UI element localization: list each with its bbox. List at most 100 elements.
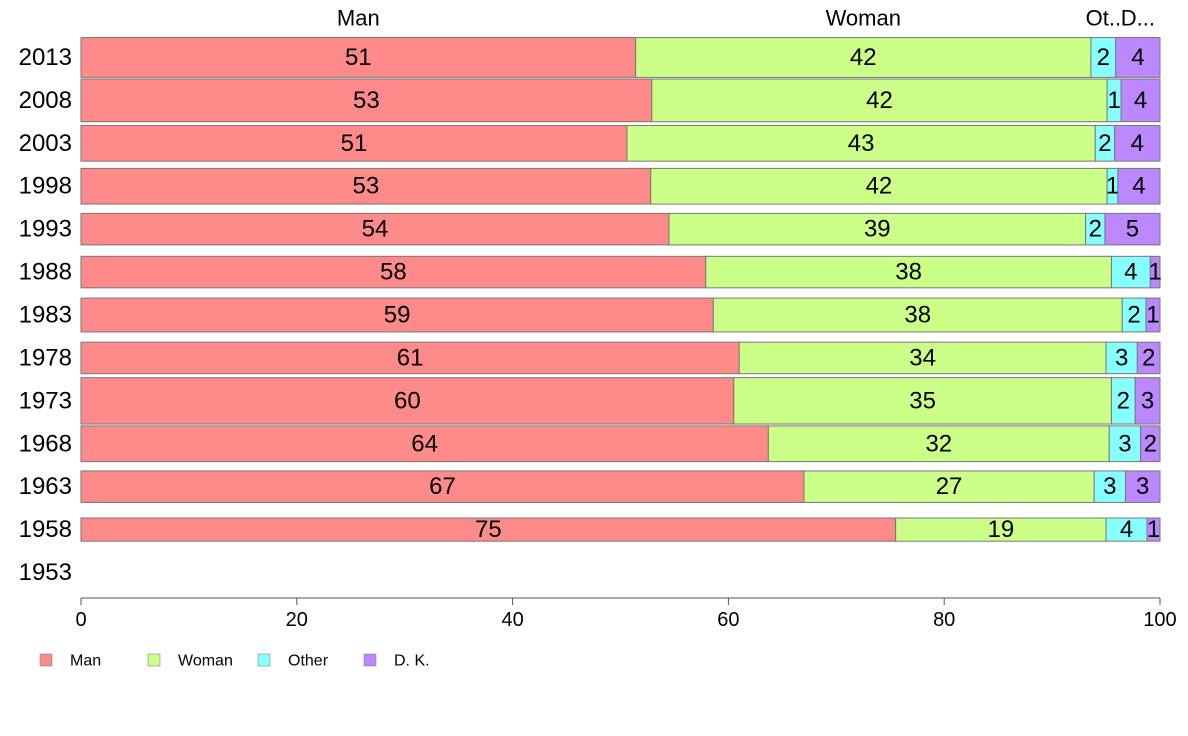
bar-1968-woman [767, 425, 1110, 463]
bar-1968-man [80, 425, 769, 463]
value-label-2013-dk: 4 [1131, 44, 1144, 71]
bar-2008-woman [651, 78, 1108, 123]
y-label-1963: 1963 [19, 473, 72, 500]
value-label-1993-other: 2 [1089, 216, 1102, 243]
x-axis: 0 20 40 60 80 100 [75, 597, 1177, 631]
x-tick-label-40: 40 [501, 609, 523, 631]
bar-1968-other [1108, 425, 1142, 463]
x-tick-label-80: 80 [933, 609, 955, 631]
value-label-1958-man: 75 [475, 516, 502, 543]
legend: Man Woman Other D. K. [39, 653, 430, 670]
value-label-1963-man: 67 [429, 473, 456, 500]
bar-1963-man [80, 470, 805, 503]
bar-1978-dk [1136, 341, 1161, 375]
legend-swatch-woman [147, 653, 161, 667]
bar-1958-dk [1146, 517, 1161, 542]
bar-1978-other [1105, 341, 1138, 375]
value-label-2013-man: 51 [345, 44, 372, 71]
bar-1993-woman [668, 212, 1087, 246]
value-label-1968-woman: 32 [925, 430, 952, 457]
value-label-1978-dk: 2 [1142, 344, 1155, 371]
value-label-1958-woman: 19 [987, 516, 1014, 543]
value-label-2003-other: 2 [1098, 130, 1111, 157]
value-label-1978-other: 3 [1115, 344, 1128, 371]
bar-1988-dk [1149, 255, 1161, 289]
bar-1978-woman [738, 341, 1107, 375]
y-label-1978: 1978 [19, 344, 72, 371]
y-label-1958: 1958 [19, 516, 72, 543]
top-label-other: Ot.. [1086, 6, 1121, 31]
value-label-1968-dk: 2 [1144, 430, 1157, 457]
value-label-2008-woman: 42 [866, 87, 893, 114]
x-tick-label-60: 60 [717, 609, 739, 631]
bar-2003-dk [1114, 124, 1161, 162]
top-column-labels: Man Woman Ot.. D... [337, 6, 1155, 31]
legend-swatch-other [257, 653, 271, 667]
bar-1978-man [80, 341, 740, 375]
value-label-1968-other: 3 [1118, 430, 1131, 457]
bar-1998-dk [1117, 167, 1161, 205]
bar-2013-woman [635, 37, 1092, 78]
bar-2013-man [80, 37, 637, 78]
value-label-1998-other: 1 [1106, 173, 1119, 200]
value-label-1993-woman: 39 [864, 216, 891, 243]
value-label-1978-woman: 34 [909, 344, 936, 371]
bar-1973-man [80, 377, 735, 425]
bar-1968-dk [1140, 425, 1161, 463]
value-label-1988-woman: 38 [895, 259, 922, 286]
value-label-1973-man: 60 [394, 387, 421, 414]
value-label-1993-man: 54 [362, 216, 389, 243]
bar-2013-dk [1115, 37, 1161, 78]
bar-1983-woman [712, 297, 1123, 333]
top-label-dk: D... [1121, 6, 1155, 31]
value-label-1998-man: 53 [353, 173, 380, 200]
top-label-woman: Woman [826, 6, 901, 31]
y-label-1968: 1968 [19, 430, 72, 457]
value-label-1963-dk: 3 [1136, 473, 1149, 500]
value-label-2013-other: 2 [1097, 44, 1110, 71]
value-label-1963-other: 3 [1103, 473, 1116, 500]
value-label-1963-woman: 27 [936, 473, 963, 500]
value-label-1988-dk: 1 [1148, 259, 1161, 286]
bar-2008-man [80, 78, 653, 123]
value-label-1978-man: 61 [397, 344, 424, 371]
bar-1973-dk [1134, 377, 1161, 425]
legend-label-other: Other [288, 653, 329, 670]
value-label-1998-woman: 42 [866, 173, 893, 200]
bar-1993-man [80, 212, 670, 246]
value-label-1958-dk: 1 [1147, 516, 1160, 543]
value-label-1988-man: 58 [380, 259, 407, 286]
legend-label-woman: Woman [178, 653, 233, 670]
bar-2003-woman [626, 124, 1096, 162]
value-label-1983-other: 2 [1127, 302, 1140, 329]
bar-1963-dk [1124, 470, 1161, 503]
y-label-1953: 1953 [19, 559, 72, 586]
value-label-1993-dk: 5 [1126, 216, 1139, 243]
value-label-1973-other: 2 [1117, 387, 1130, 414]
value-label-2008-dk: 4 [1134, 87, 1147, 114]
value-label-2008-other: 1 [1107, 87, 1120, 114]
legend-label-man: Man [70, 653, 101, 670]
bar-1998-woman [650, 167, 1108, 205]
bar-1993-dk [1104, 212, 1161, 246]
value-label-2003-man: 51 [341, 130, 368, 157]
y-label-1988: 1988 [19, 259, 72, 286]
value-label-2013-woman: 42 [850, 44, 877, 71]
y-label-1998: 1998 [19, 173, 72, 200]
y-axis-labels: 2013 2008 2003 1998 1993 1988 1983 1978 1973 1968… [19, 44, 72, 586]
legend-swatch-man [39, 653, 53, 667]
value-label-2008-man: 53 [353, 87, 380, 114]
bar-1983-dk [1145, 297, 1161, 333]
y-label-1973: 1973 [19, 387, 72, 414]
bar-2003-man [80, 124, 628, 162]
value-label-1988-other: 4 [1124, 259, 1137, 286]
y-label-2003: 2003 [19, 130, 72, 157]
value-label-2003-dk: 4 [1131, 130, 1144, 157]
top-label-man: Man [337, 6, 380, 31]
value-label-1983-man: 59 [384, 302, 411, 329]
legend-swatch-dk [363, 653, 377, 667]
bar-1973-woman [733, 377, 1112, 425]
bar-1988-other [1110, 255, 1151, 289]
bar-1983-man [80, 297, 714, 333]
